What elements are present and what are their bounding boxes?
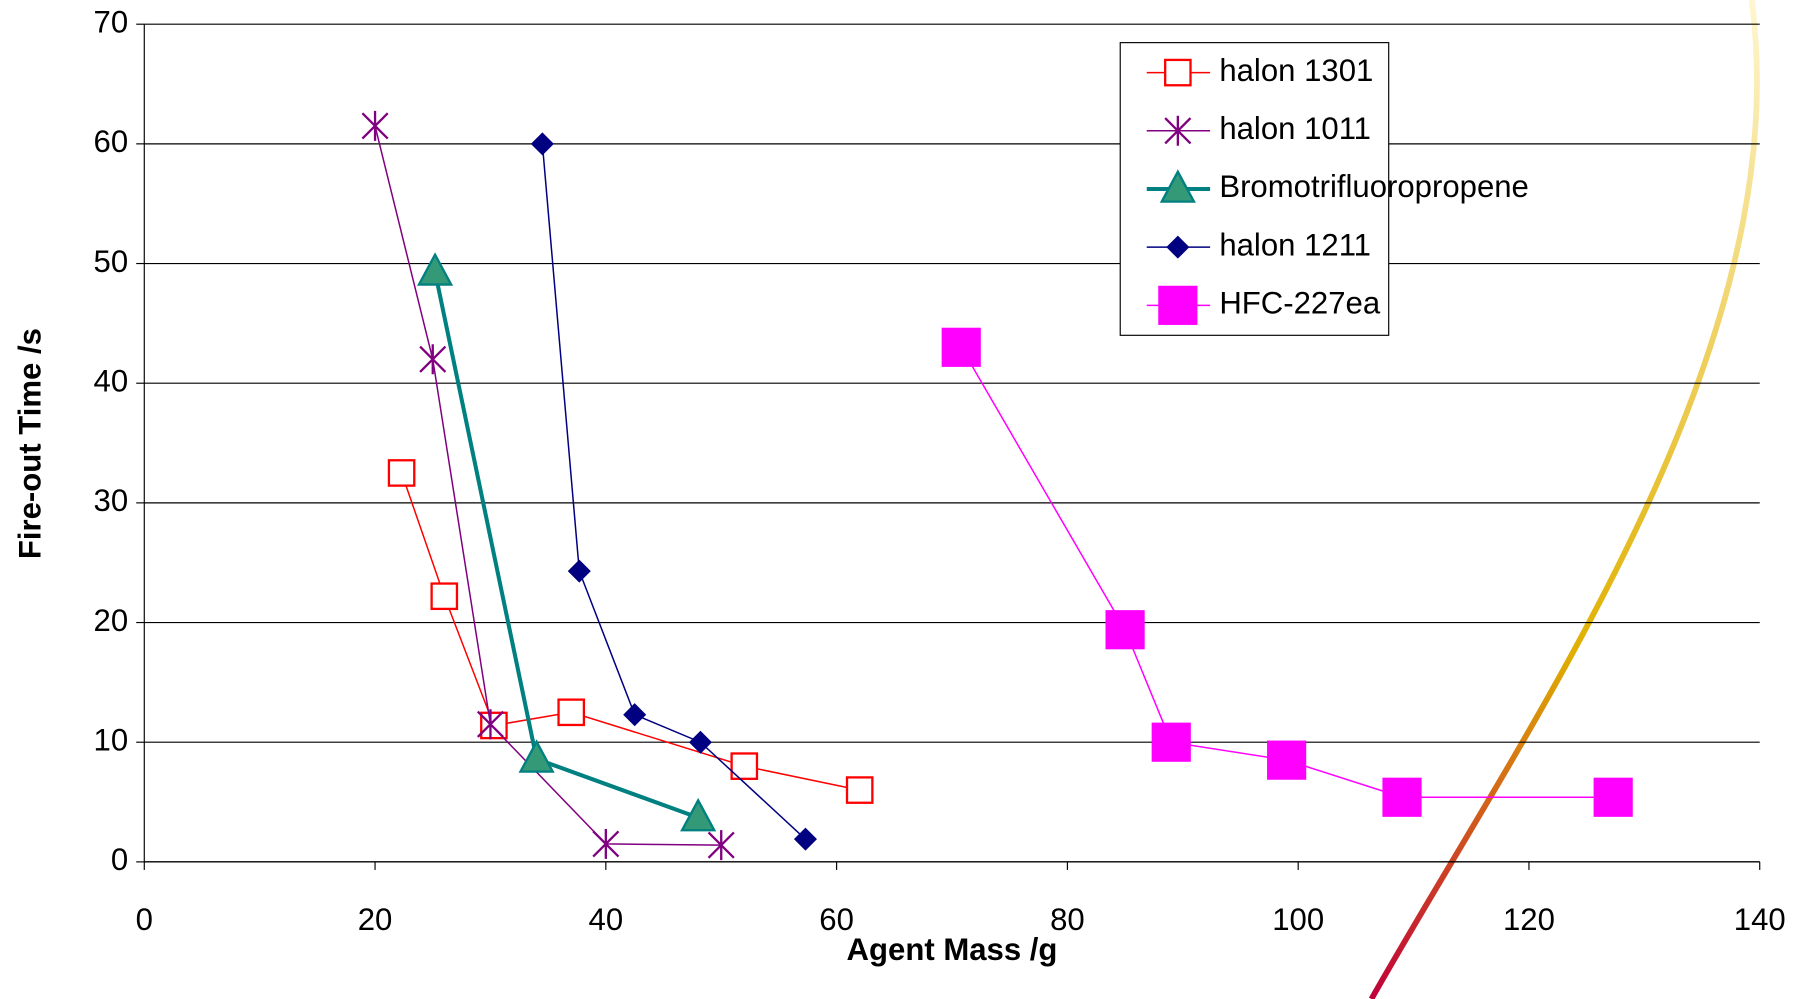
marker [430,582,459,611]
decoration [1368,0,1760,999]
line [960,346,1614,799]
y-tick-label: 50 [94,244,129,279]
x-tick-label: 40 [589,902,624,937]
y-tick-label: 60 [94,124,129,159]
marker [480,711,508,740]
legend-marker [1164,115,1192,146]
x-tick-label: 0 [136,902,153,937]
legend: halon 1301 halon 1011 Bromotrifluoropropen… [1119,42,1529,336]
line [374,125,722,846]
legend-label: halon 1011 [1219,111,1371,146]
marker [1593,777,1633,817]
marker [1151,722,1191,762]
legend-label: HFC-227ea [1219,286,1381,321]
marker [557,698,586,727]
legend-label: halon 1211 [1219,227,1371,262]
marker [567,559,591,583]
marker [623,703,647,727]
y-tick-label: 0 [111,842,128,877]
y-tick-label: 70 [94,4,129,39]
marker [476,709,504,740]
marker [1267,740,1307,780]
marker [680,797,717,832]
x-tick-label: 60 [819,902,854,937]
marker [1382,777,1422,817]
x-tick-label: 120 [1503,902,1555,937]
marker [419,344,447,375]
legend-marker [1159,169,1196,203]
x-tick-label: 80 [1050,902,1085,937]
y-tick-label: 40 [94,363,129,398]
y-axis-title: Fire-out Time /s [13,328,48,559]
marker [518,739,555,773]
marker [530,132,554,156]
legend-label: halon 1301 [1219,53,1373,88]
legend-marker [1164,58,1192,87]
marker [1105,610,1145,650]
y-tick-label: 30 [94,483,129,518]
legend-label: Bromotrifluoropropene [1219,169,1529,204]
x-tick-label: 140 [1734,902,1786,937]
line [433,271,699,820]
marker [845,776,874,804]
marker [361,110,389,141]
y-tick-label: 10 [94,722,129,757]
marker [416,252,454,286]
line [541,143,806,840]
marker [941,327,981,367]
marker [730,752,759,780]
marker [707,830,735,861]
line [400,472,860,791]
x-tick-label: 100 [1272,902,1324,937]
legend-marker [1158,285,1198,325]
y-tick-label: 20 [94,603,129,638]
marker [387,459,416,487]
x-axis-title: Agent Mass /g [847,932,1058,967]
x-tick-label: 20 [358,902,393,937]
marker [592,828,620,859]
